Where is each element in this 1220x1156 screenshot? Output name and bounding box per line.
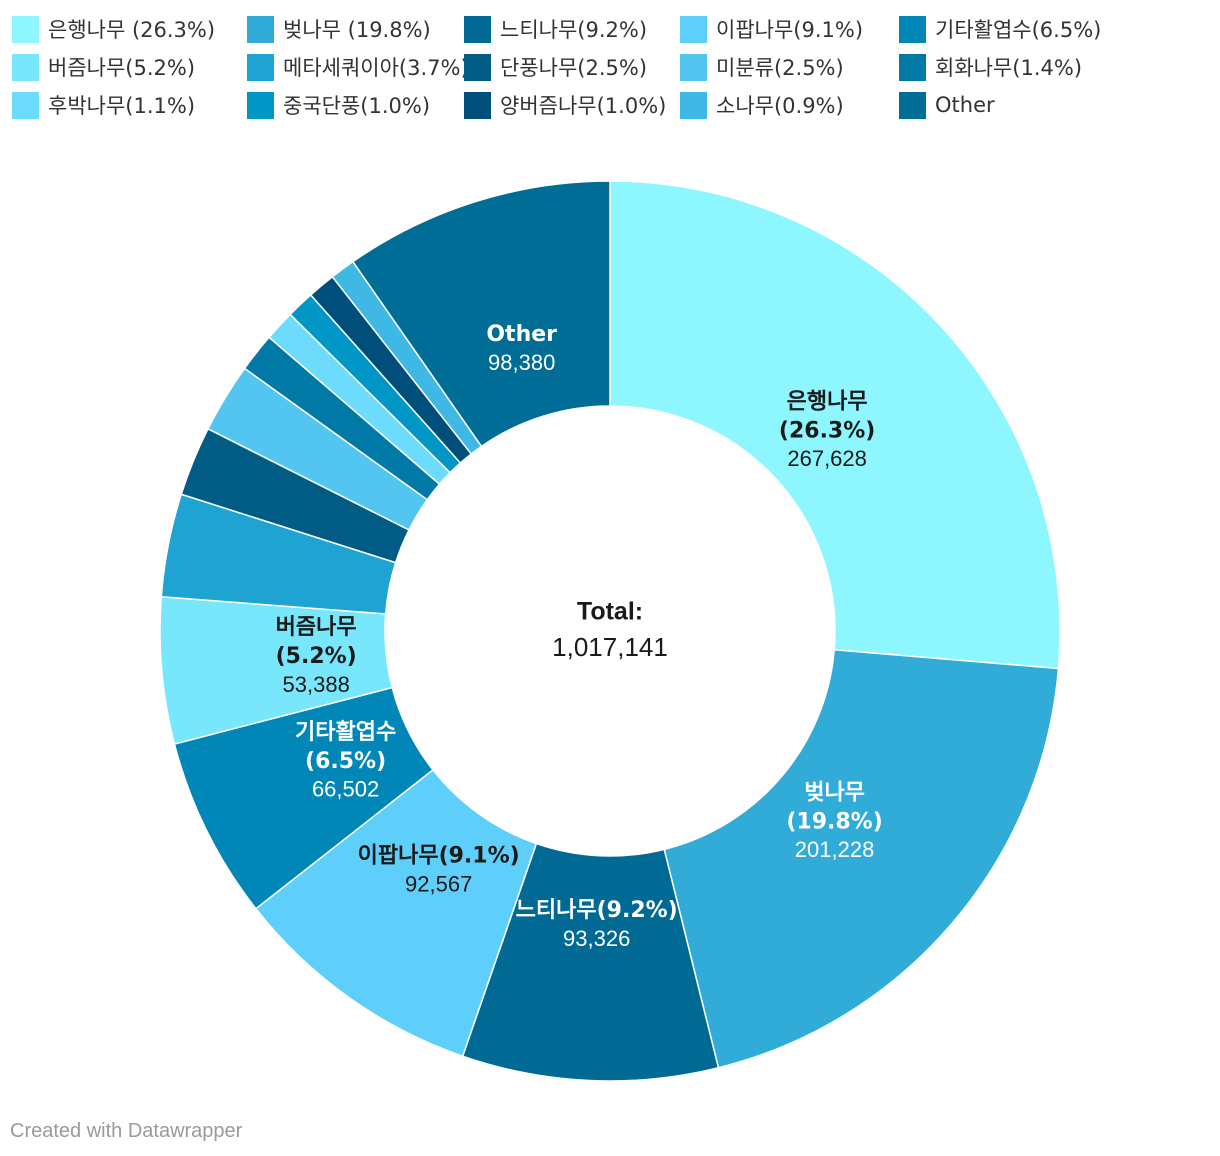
legend-swatch (464, 15, 491, 43)
slice-label: 이팝나무(9.1%) (358, 844, 520, 869)
legend-row: 후박나무(1.1%) 중국단풍(1.0%) 양버즘나무(1.0%) 소나무(0.9%)… (12, 86, 1212, 124)
slice-label: (26.3%) (779, 418, 875, 443)
legend-swatch (12, 91, 39, 119)
legend-label: 회화나무(1.4%) (935, 56, 1083, 80)
total-label: Total: (577, 598, 643, 626)
legend-label: 단풍나무(2.5%) (500, 56, 648, 80)
slice-label: Other (486, 322, 557, 347)
slice-label: 버즘나무 (276, 615, 357, 640)
legend-item: 소나무(0.9%) (680, 90, 844, 120)
legend-swatch (899, 91, 926, 119)
legend-row: 은행나무 (26.3%) 벚나무 (19.8%) 느티나무(9.2%) 이팝나무(9.… (12, 10, 1212, 48)
legend-item: 메타세쿼이아(3.7%) (247, 52, 469, 82)
legend-item: 느티나무(9.2%) (464, 14, 647, 44)
slice-value: 53,388 (283, 672, 350, 697)
legend-swatch (680, 91, 707, 119)
slice-value: 267,628 (787, 446, 867, 471)
legend-swatch (12, 15, 39, 43)
chart-legend: 은행나무 (26.3%) 벚나무 (19.8%) 느티나무(9.2%) 이팝나무(9.… (12, 10, 1212, 124)
legend-item: 은행나무 (26.3%) (12, 14, 215, 44)
legend-swatch (899, 15, 926, 43)
legend-swatch (247, 15, 274, 43)
legend-item: 후박나무(1.1%) (12, 90, 195, 120)
legend-label: 은행나무 (26.3%) (48, 18, 216, 42)
legend-swatch (899, 53, 926, 81)
slice-value: 92,567 (405, 871, 472, 896)
legend-item: 회화나무(1.4%) (899, 52, 1082, 82)
legend-label: 버즘나무(5.2%) (48, 56, 196, 80)
legend-item: 벚나무 (19.8%) (247, 14, 431, 44)
legend-swatch (680, 53, 707, 81)
legend-label: 이팝나무(9.1%) (716, 18, 864, 42)
legend-label: 메타세쿼이아(3.7%) (283, 56, 469, 80)
slice-label: (5.2%) (276, 644, 357, 669)
slice-value: 93,326 (563, 926, 630, 951)
legend-item: 미분류(2.5%) (680, 52, 844, 82)
legend-item: 양버즘나무(1.0%) (464, 90, 666, 120)
slice-value: 201,228 (795, 837, 875, 862)
legend-swatch (464, 91, 491, 119)
donut-slice (609, 180, 1061, 670)
legend-item: 이팝나무(9.1%) (680, 14, 863, 44)
legend-label: 기타활엽수(6.5%) (935, 18, 1102, 42)
donut-slice (351, 180, 611, 448)
legend-label: 양버즘나무(1.0%) (500, 94, 667, 118)
slice-label: 느티나무(9.2%) (516, 898, 678, 923)
legend-item: 단풍나무(2.5%) (464, 52, 647, 82)
legend-swatch (247, 91, 274, 119)
total-value: 1,017,141 (552, 632, 668, 662)
legend-label: Other (935, 93, 995, 117)
legend-row: 버즘나무(5.2%) 메타세쿼이아(3.7%) 단풍나무(2.5%) 미분류(2.5%… (12, 48, 1212, 86)
legend-swatch (680, 15, 707, 43)
legend-label: 미분류(2.5%) (716, 56, 844, 80)
slice-label: 벚나무 (804, 780, 865, 805)
legend-label: 소나무(0.9%) (716, 94, 844, 118)
slice-label: (19.8%) (786, 809, 882, 834)
slice-value: 98,380 (488, 350, 555, 375)
slice-label: 기타활엽수 (295, 720, 396, 745)
legend-label: 벚나무 (19.8%) (283, 18, 431, 42)
legend-item: 버즘나무(5.2%) (12, 52, 195, 82)
slice-value: 66,502 (312, 777, 379, 802)
legend-item: 기타활엽수(6.5%) (899, 14, 1101, 44)
legend-label: 중국단풍(1.0%) (283, 94, 431, 118)
legend-swatch (464, 53, 491, 81)
datawrapper-credit: Created with Datawrapper (10, 1120, 243, 1142)
slice-label: (6.5%) (305, 749, 386, 774)
legend-swatch (12, 53, 39, 81)
legend-label: 느티나무(9.2%) (500, 18, 648, 42)
legend-item: 중국단풍(1.0%) (247, 90, 430, 120)
donut-slice (663, 648, 1060, 1069)
legend-swatch (247, 53, 274, 81)
legend-item: Other (899, 91, 995, 119)
legend-label: 후박나무(1.1%) (48, 94, 196, 118)
slice-label: 은행나무 (787, 389, 868, 414)
